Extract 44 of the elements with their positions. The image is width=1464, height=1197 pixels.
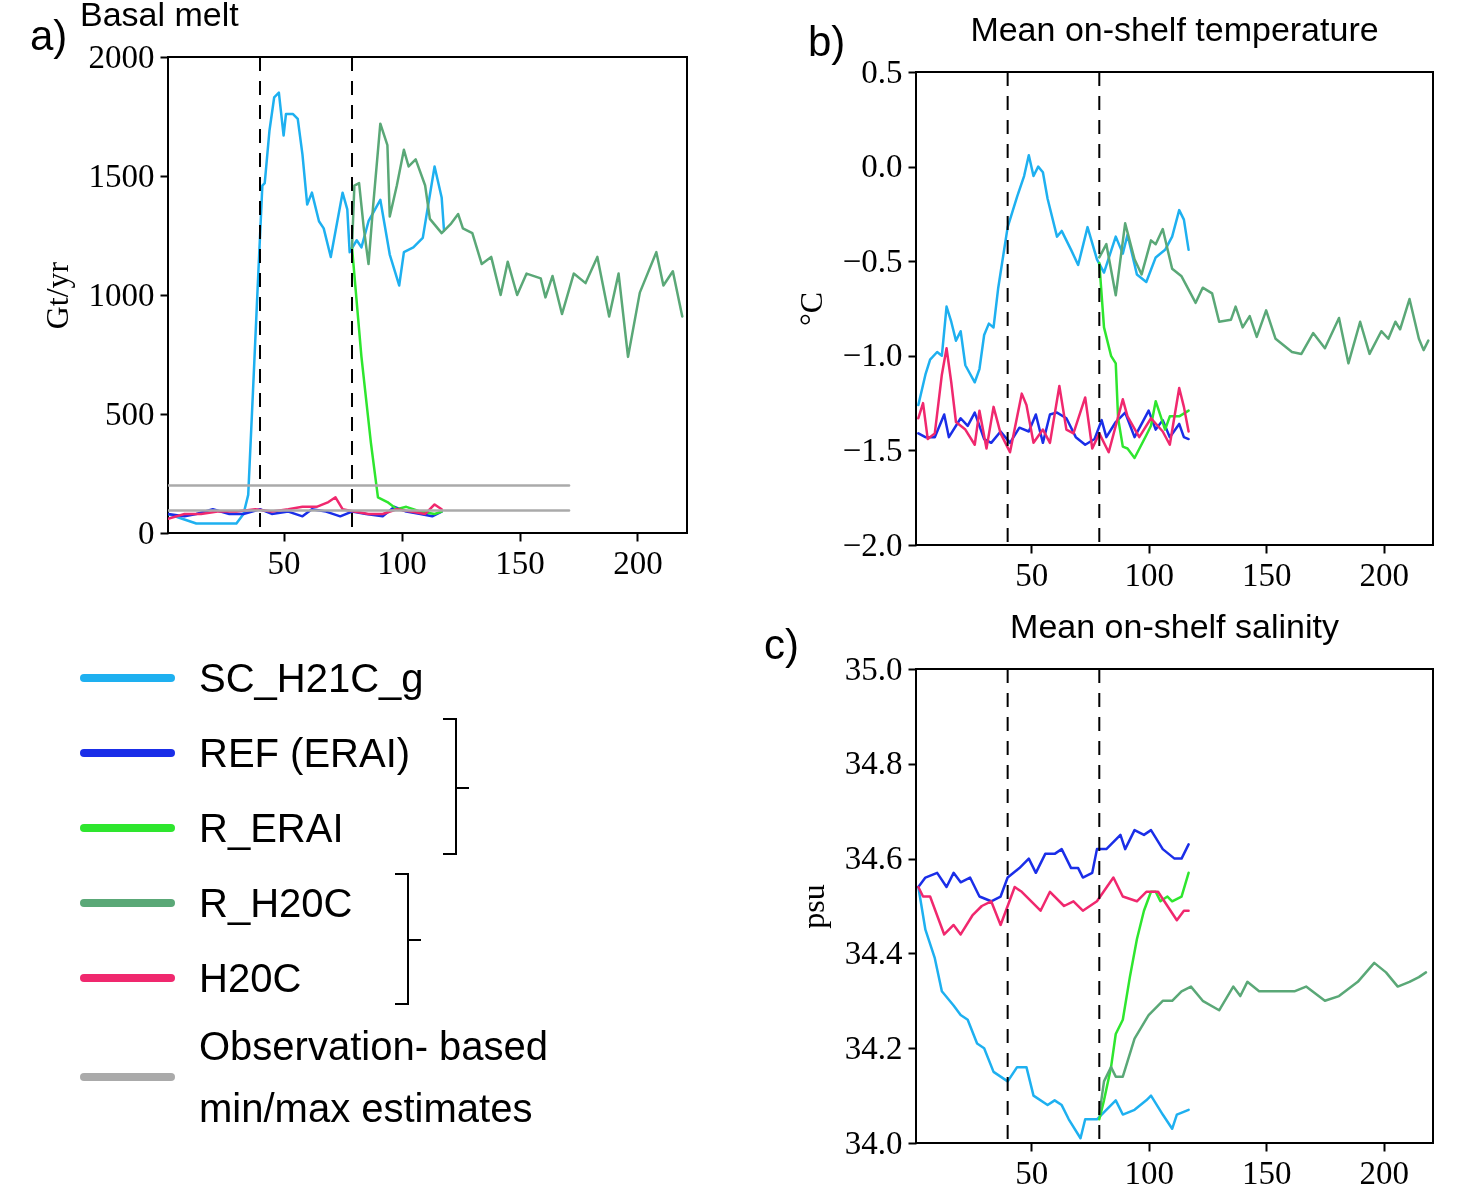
y-tick-label: 34.4 xyxy=(844,934,903,971)
chart-title: Mean on-shelf temperature xyxy=(970,10,1379,48)
y-tick-label: 34.0 xyxy=(844,1124,903,1161)
y-tick-label: 34.6 xyxy=(844,840,903,877)
y-tick-label: 1500 xyxy=(88,157,155,194)
x-tick-label: 100 xyxy=(1124,1154,1174,1191)
y-tick-label: 0.0 xyxy=(861,148,903,185)
legend-label: REF (ERAI) xyxy=(199,729,412,777)
y-tick-label: 34.2 xyxy=(844,1029,903,1066)
y-tick-label: −1.0 xyxy=(842,337,903,374)
legend-label: R_H20C xyxy=(199,879,354,927)
legend-label: H20C xyxy=(199,954,303,1002)
y-tick-label: 2000 xyxy=(88,38,155,75)
text: c) xyxy=(764,621,799,669)
x-tick-label: 50 xyxy=(1015,556,1049,593)
x-tick-label: 200 xyxy=(1359,556,1409,593)
y-tick-label: 0.5 xyxy=(861,53,903,90)
x-tick-label: 100 xyxy=(377,544,427,581)
y-axis-title: psu xyxy=(794,884,831,929)
x-tick-label: 200 xyxy=(1359,1154,1409,1191)
y-axis-title: °C xyxy=(792,291,829,327)
x-tick-label: 150 xyxy=(1241,1154,1292,1191)
text: a) xyxy=(30,12,68,60)
chart-title: Basal melt xyxy=(80,0,240,33)
y-tick-label: −2.0 xyxy=(842,526,903,563)
legend-label: R_ERAI xyxy=(199,804,345,852)
y-tick-label: 34.8 xyxy=(844,745,903,782)
x-tick-label: 150 xyxy=(1241,556,1292,593)
y-tick-label: 35.0 xyxy=(844,650,903,687)
y-axis-title: Gt/yr xyxy=(38,261,75,330)
y-tick-label: 500 xyxy=(105,395,155,432)
x-tick-label: 200 xyxy=(613,544,663,581)
y-tick-label: 1000 xyxy=(88,276,155,313)
y-tick-label: −0.5 xyxy=(842,242,903,279)
text: b) xyxy=(808,18,846,66)
legend-label: SC_H21C_g xyxy=(199,654,425,702)
y-tick-label: −1.5 xyxy=(842,431,903,468)
chart-title: Mean on-shelf salinity xyxy=(1010,607,1339,645)
x-tick-label: 100 xyxy=(1124,556,1174,593)
legend-label: Observation- based min/max estimates xyxy=(199,1023,550,1132)
x-tick-label: 150 xyxy=(495,544,545,581)
x-tick-label: 50 xyxy=(1015,1154,1049,1191)
x-tick-label: 50 xyxy=(267,544,301,581)
y-tick-label: 0 xyxy=(138,514,155,551)
